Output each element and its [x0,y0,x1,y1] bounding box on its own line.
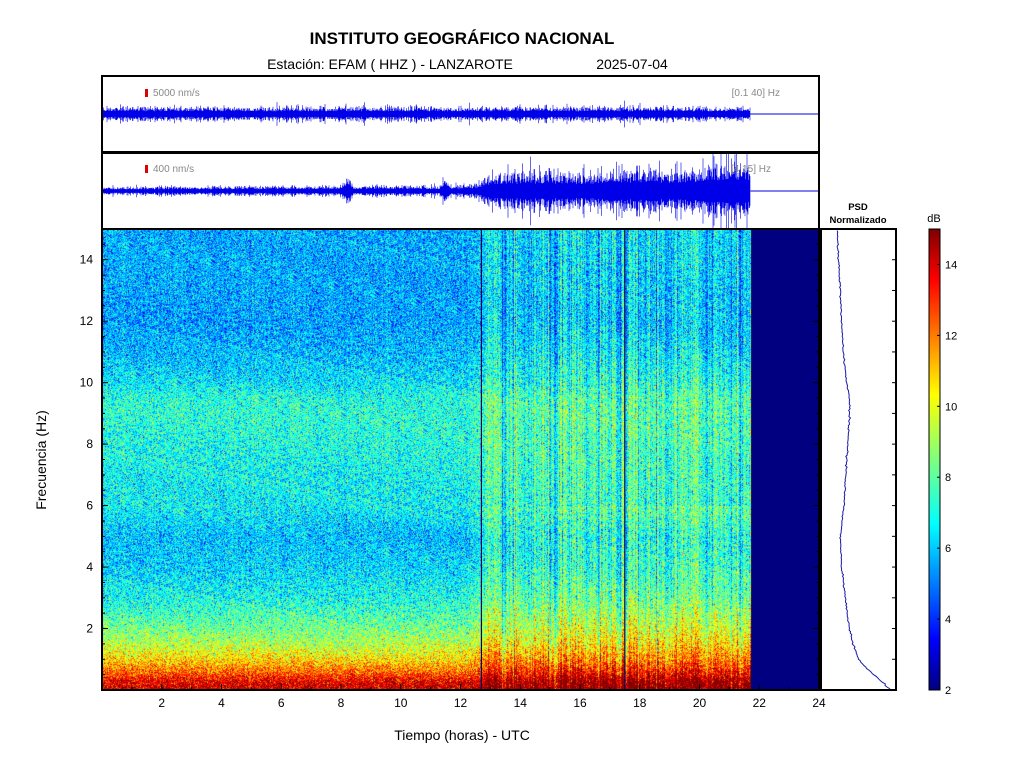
psd-background [821,229,896,690]
colorbar-ticks: 2 4 6 8 10 12 14 [937,259,957,697]
x-axis-label: Tiempo (horas) - UTC [394,727,530,743]
x-axis-ticks: 2 4 6 8 10 12 14 16 18 20 22 24 [131,684,826,710]
waveform-2-signal [102,153,751,229]
colorbar-tick-label-14: 14 [945,259,957,271]
scale-label-1: 5000 nm/s [153,88,200,99]
y-tick-label-14: 14 [80,253,94,267]
band-label-2: [4 15] Hz [731,164,771,175]
waveform-panel-broadband: 5000 nm/s [0.1 40] Hz [101,75,820,153]
colorbar-unit: dB [927,213,940,225]
station-label: Estación: EFAM ( HHZ ) - LANZAROTE [267,56,513,72]
y-tick-label-2: 2 [86,622,93,636]
x-tick-label-24: 24 [812,696,826,710]
psd-panel: PSD Normalizado [820,202,897,691]
spectrogram-image [102,229,819,690]
y-tick-label-4: 4 [86,560,93,574]
y-tick-label-12: 12 [80,314,94,328]
x-tick-label-18: 18 [633,696,647,710]
colorbar-tick-label-2: 2 [945,685,951,697]
x-tick-label-12: 12 [454,696,468,710]
x-tick-label-14: 14 [514,696,528,710]
spectrogram-vertical-lines [480,229,626,690]
date-label: 2025-07-04 [596,56,668,72]
waveform-1-trace [102,100,819,128]
psd-frame [820,228,897,691]
scale-marker-2 [145,165,148,173]
psd-title-line2: Normalizado [829,215,886,226]
waveform-1-signal [102,100,751,128]
y-axis-label: Frecuencia (Hz) [33,410,49,510]
page-title: INSTITUTO GEOGRÁFICO NACIONAL [310,29,615,48]
colorbar-tick-label-6: 6 [945,543,951,555]
scale-marker-1 [145,89,148,97]
x-tick-label-2: 2 [158,696,165,710]
colorbar: dB 2 4 6 8 10 12 14 [927,213,957,697]
x-tick-label-10: 10 [394,696,408,710]
x-tick-label-6: 6 [278,696,285,710]
waveform-panel-filtered: 400 nm/s [4 15] Hz [101,152,820,230]
y-tick-label-8: 8 [86,437,93,451]
band-label-1: [0.1 40] Hz [732,88,780,99]
waveform-2-trace [102,153,819,229]
x-tick-label-16: 16 [573,696,587,710]
scale-label-2: 400 nm/s [153,164,194,175]
x-tick-label-4: 4 [218,696,225,710]
colorbar-tick-label-12: 12 [945,330,957,342]
psd-curve [836,230,891,691]
spectrogram-image-holder [102,229,819,690]
x-tick-label-22: 22 [753,696,767,710]
x-tick-label-20: 20 [693,696,707,710]
y-tick-label-10: 10 [80,376,94,390]
colorbar-tick-label-10: 10 [945,401,957,413]
y-tick-label-6: 6 [86,499,93,513]
colorbar-gradient [929,229,940,690]
y-axis-ticks: 2 4 6 8 10 12 14 [80,228,819,676]
psd-title-line1: PSD [848,202,868,213]
colorbar-tick-label-4: 4 [945,614,951,626]
x-tick-label-8: 8 [338,696,345,710]
colorbar-tick-label-8: 8 [945,472,951,484]
colorbar-frame [928,228,941,691]
